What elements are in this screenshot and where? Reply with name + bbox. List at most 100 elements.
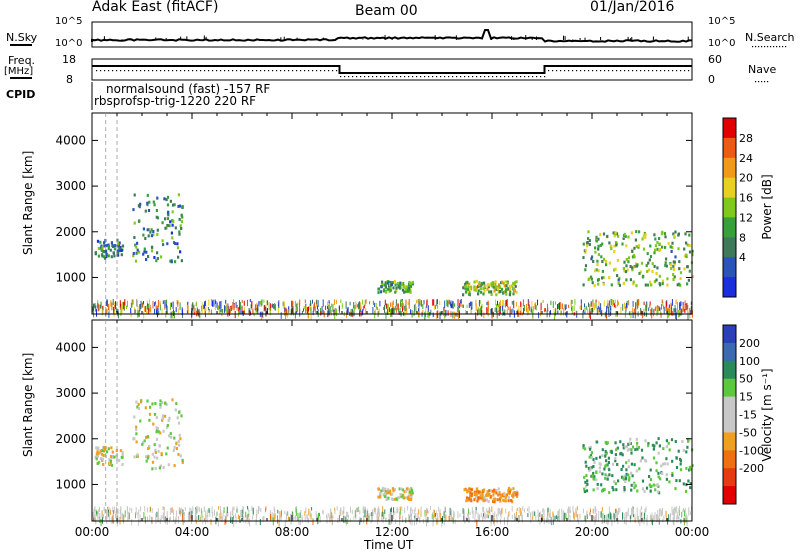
velocity-clutter (189, 511, 191, 519)
velocity-clutter (377, 518, 378, 525)
power-echo-1 (163, 197, 166, 201)
power-echo-1 (180, 213, 183, 217)
velocity-clutter (93, 514, 95, 519)
velocity-clutter (218, 506, 220, 510)
power-echo-2 (409, 281, 412, 285)
velocity-echo-4 (671, 459, 674, 463)
velocity-clutter (178, 516, 179, 524)
velocity-clutter (451, 514, 452, 520)
velocity-clutter (497, 508, 499, 517)
velocity-echo-4 (649, 478, 653, 481)
velocity-echo-4 (608, 468, 611, 472)
velocity-echo-4 (687, 479, 690, 483)
power-clutter (346, 309, 348, 315)
velocity-clutter (270, 510, 272, 514)
velocity-echo-0 (119, 449, 122, 453)
velocity-clutter (233, 515, 234, 523)
velocity-clutter (434, 509, 435, 518)
velocity-echo-3 (497, 487, 500, 491)
power-clutter (257, 309, 259, 315)
power-clutter (487, 305, 489, 313)
velocity-clutter (169, 516, 171, 521)
velocity-echo-1 (145, 435, 148, 439)
velocity-echo-4 (593, 461, 596, 464)
power-echo-4 (593, 284, 596, 288)
velocity-echo-3 (507, 486, 511, 490)
power-echo-4 (669, 245, 672, 249)
velocity-clutter (547, 508, 549, 517)
velocity-echo-1 (181, 460, 184, 464)
velocity-clutter (277, 515, 278, 522)
velocity-echo-3 (495, 489, 498, 493)
velocity-clutter (245, 511, 247, 518)
nave-dot (528, 76, 530, 78)
velocity-echo-0 (109, 459, 112, 463)
power-clutter (406, 307, 408, 314)
power-echo-1 (152, 233, 155, 237)
nave-dot (580, 70, 582, 72)
velocity-echo-4 (595, 456, 598, 460)
velocity-echo-4 (605, 463, 608, 467)
velocity-clutter (120, 511, 122, 516)
velocity-clutter (206, 515, 208, 523)
power-clutter (670, 302, 672, 308)
velocity-echo-1 (177, 439, 180, 443)
velocity-echo-4 (649, 489, 652, 493)
velocity-colorbar-label: Velocity [m s⁻¹] (760, 368, 774, 462)
velocity-clutter (382, 506, 384, 512)
velocity-echo-3 (486, 490, 489, 494)
power-echo-1 (178, 230, 181, 234)
power-echo-1 (156, 232, 159, 236)
velocity-clutter (106, 513, 108, 520)
power-echo-0 (104, 256, 107, 260)
power-clutter (684, 309, 686, 314)
power-echo-2 (384, 283, 387, 287)
power-clutter (559, 302, 560, 311)
power-echo-1 (179, 224, 182, 228)
power-clutter (365, 308, 367, 314)
power-clutter (170, 311, 172, 319)
power-echo-4 (613, 250, 616, 253)
power-clutter (483, 312, 485, 319)
beam-title: Beam 00 (355, 3, 418, 19)
velocity-clutter (592, 508, 594, 514)
power-clutter (270, 303, 272, 311)
power-clutter (580, 304, 582, 311)
velocity-echo-3 (495, 491, 498, 495)
power-echo-4 (616, 274, 619, 278)
power-clutter (404, 309, 406, 317)
power-clutter (506, 299, 508, 308)
velocity-clutter (242, 507, 244, 515)
velocity-clutter (674, 506, 676, 514)
power-clutter (658, 306, 660, 311)
velocity-echo-1 (151, 467, 154, 471)
power-echo-4 (645, 264, 648, 268)
power-echo-3 (486, 287, 489, 291)
velocity-echo-1 (147, 447, 150, 450)
power-clutter (308, 312, 310, 319)
power-clutter (291, 300, 293, 308)
velocity-echo-4 (625, 445, 628, 448)
power-clutter (374, 310, 376, 319)
power-clutter (350, 309, 352, 317)
power-clutter (93, 303, 95, 309)
power-clutter (593, 303, 595, 307)
power-clutter (513, 300, 515, 309)
power-echo-4 (618, 283, 621, 287)
velocity-clutter (665, 511, 667, 518)
velocity-clutter (384, 509, 386, 514)
velocity-clutter (102, 517, 103, 524)
power-clutter (364, 299, 366, 306)
velocity-clutter (522, 515, 523, 523)
velocity-echo-3 (470, 499, 473, 503)
power-clutter (111, 302, 113, 311)
velocity-echo-4 (614, 459, 617, 463)
velocity-ytick-label: 1000 (55, 477, 86, 491)
power-clutter (643, 308, 645, 317)
velocity-echo-4 (589, 445, 592, 449)
velocity-echo-4 (653, 444, 656, 448)
nave-dot (604, 70, 606, 72)
power-echo-2 (391, 281, 394, 284)
velocity-clutter (248, 509, 250, 518)
power-clutter (219, 310, 221, 315)
